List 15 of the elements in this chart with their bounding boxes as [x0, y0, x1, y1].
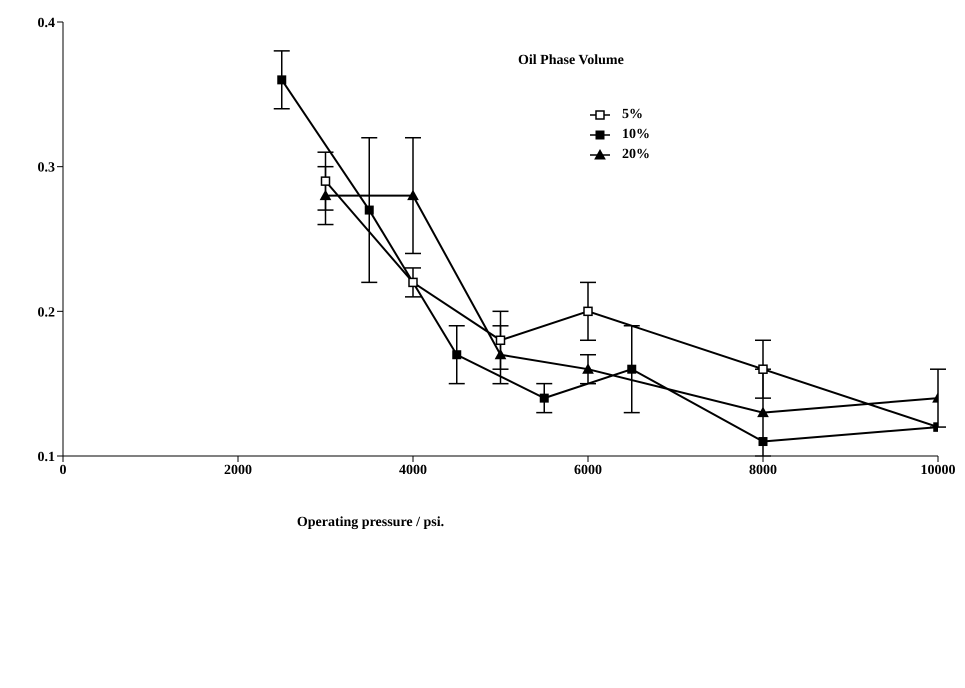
y-tick-label: 0.3 — [38, 160, 55, 176]
legend-title: Oil Phase Volume — [518, 53, 625, 69]
x-tick-label: 0 — [60, 462, 66, 478]
y-tick-label: 0.4 — [38, 16, 55, 31]
legend-label: 10% — [622, 127, 650, 143]
x-tick-label: 10000 — [920, 462, 956, 478]
legend-label: 20% — [622, 147, 650, 163]
x-tick-label: 4000 — [399, 462, 427, 478]
x-tick-label: 2000 — [224, 462, 252, 478]
y-tick-label: 0.2 — [38, 305, 55, 320]
y-tick-label: 0.1 — [38, 450, 55, 465]
x-tick-label: 8000 — [749, 462, 777, 478]
x-axis-title: Operating pressure / psi. — [296, 515, 444, 530]
legend-label: 5% — [622, 107, 643, 123]
x-tick-label: 6000 — [574, 462, 602, 478]
